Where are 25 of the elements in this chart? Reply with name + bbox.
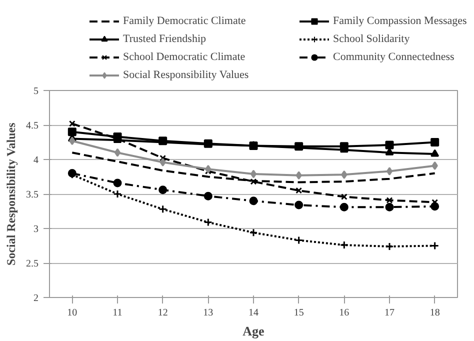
y-tick-label: 5: [34, 86, 38, 97]
x-tick-label: 17: [384, 308, 394, 318]
x-tick-label: 13: [203, 308, 214, 318]
y-tick-label: 3: [34, 224, 38, 235]
legend-label: Social Responsibility Values: [123, 68, 249, 82]
x-tick-label: 14: [248, 308, 258, 318]
y-axis-title: Social Responsibility Values: [4, 122, 18, 266]
legend-label: Community Connectedness: [333, 50, 454, 64]
x-tick-label: 15: [294, 308, 304, 318]
x-tick-label: 10: [67, 308, 78, 318]
y-tick-label: 4.5: [26, 120, 38, 132]
legend-label: School Democratic Climate: [123, 50, 246, 64]
x-tick-label: 18: [430, 308, 440, 318]
legend-label: Family Compassion Messages: [333, 14, 467, 28]
x-tick-label: 16: [339, 308, 350, 318]
x-tick-label: 12: [158, 308, 168, 318]
legend-label: Family Democratic Climate: [123, 14, 246, 28]
legend-label: School Solidarity: [333, 32, 410, 46]
legend-label: Trusted Friendship: [123, 32, 206, 46]
x-axis-title: Age: [242, 324, 265, 338]
y-tick-label: 3.5: [26, 190, 38, 200]
y-tick-label: 2.5: [26, 258, 38, 270]
y-tick-label: 4: [34, 155, 38, 166]
x-tick-label: 11: [112, 308, 122, 318]
y-tick-label: 2: [34, 293, 38, 304]
